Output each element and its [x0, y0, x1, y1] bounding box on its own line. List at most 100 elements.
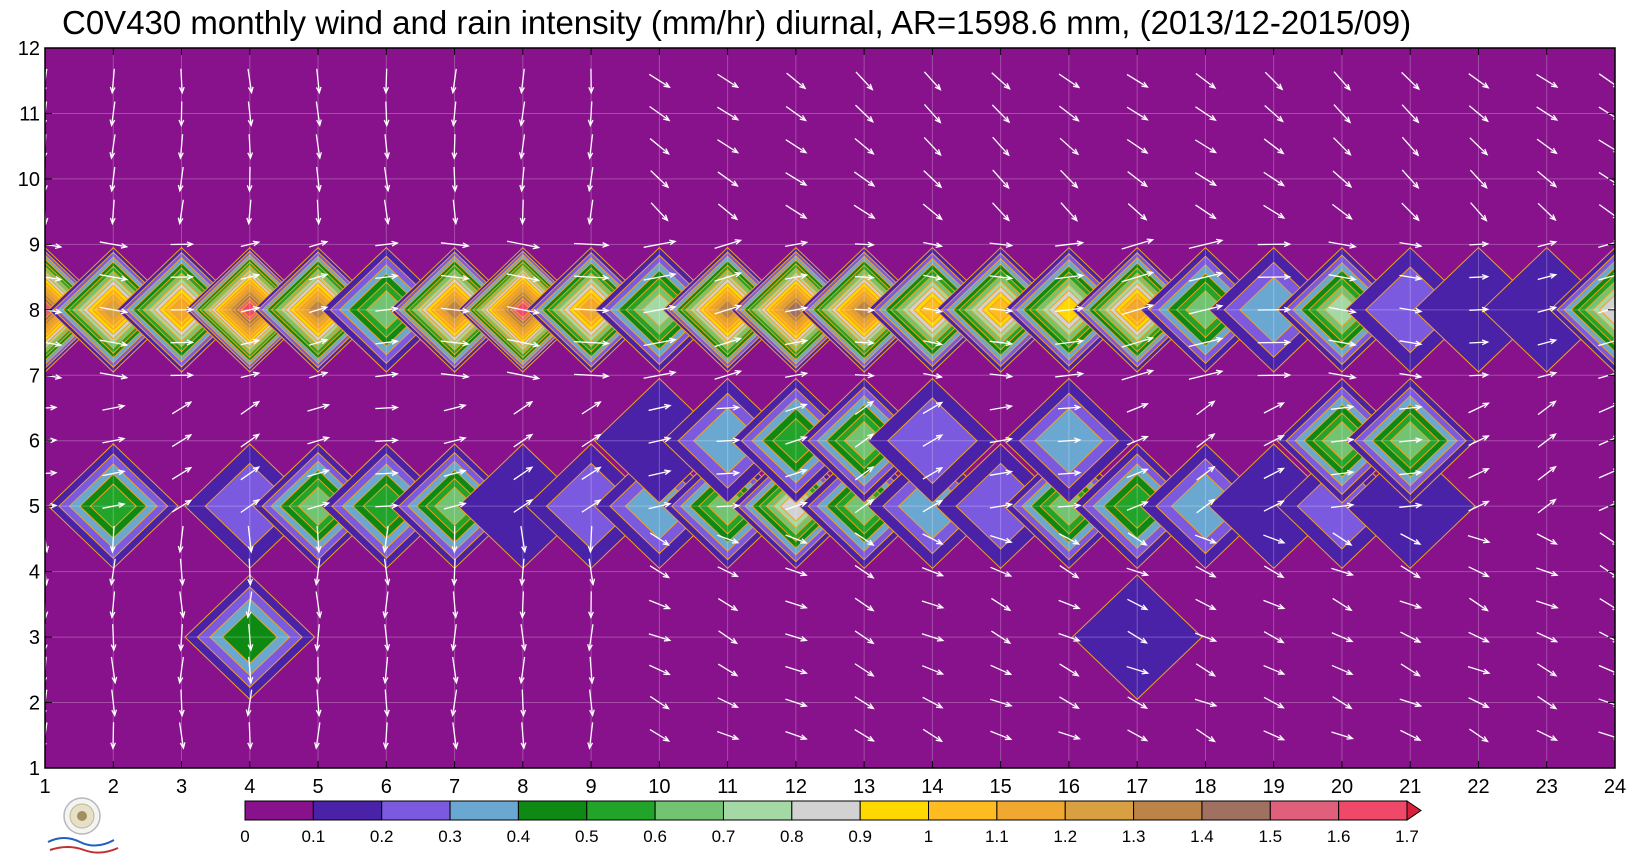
- colorbar-swatch: [381, 800, 451, 821]
- wind-arrow-head: [462, 373, 470, 380]
- wind-arrow-head: [54, 308, 63, 315]
- wind-arrow: [248, 722, 251, 749]
- wind-arrow-head: [1412, 149, 1420, 157]
- colorbar-swatch: [517, 800, 588, 821]
- wind-arrow-head: [669, 337, 677, 344]
- wind-arrow-head: [800, 468, 808, 475]
- wind-arrow: [785, 105, 807, 121]
- wind-arrow-head: [246, 185, 253, 193]
- wind-arrow: [588, 558, 594, 585]
- wind-arrow-head: [247, 152, 254, 160]
- colorbar-tick-label: 0: [240, 827, 249, 846]
- wind-arrow: [1468, 468, 1489, 479]
- wind-arrow: [1194, 172, 1216, 186]
- wind-arrow: [513, 466, 533, 481]
- wind-arrow-head: [936, 669, 945, 675]
- wind-arrow-head: [177, 184, 184, 193]
- wind-arrow: [110, 101, 116, 126]
- wind-arrow-head: [1073, 636, 1081, 642]
- wind-arrow: [315, 722, 321, 749]
- wind-arrow-head: [315, 677, 322, 685]
- wind-arrow: [521, 722, 525, 749]
- wind-arrow: [102, 470, 125, 477]
- wind-arrow: [45, 504, 57, 507]
- wind-arrow: [989, 340, 1012, 345]
- wind-arrow-head: [1072, 82, 1081, 89]
- colorbar-swatch: [1133, 800, 1203, 821]
- wind-arrow: [854, 729, 874, 742]
- wind-arrow-head: [532, 243, 541, 250]
- y-tick-label: 7: [29, 365, 40, 387]
- wind-arrow: [375, 406, 398, 410]
- x-tick-label: 4: [244, 776, 255, 798]
- wind-arrow: [1399, 600, 1421, 609]
- wind-arrow-head: [532, 276, 541, 283]
- wind-arrow: [643, 240, 676, 248]
- wind-arrow: [989, 470, 1012, 476]
- wind-arrow: [521, 199, 524, 224]
- wind-arrow: [248, 134, 252, 159]
- x-tick-label: 5: [312, 776, 323, 798]
- wind-arrow: [1333, 71, 1351, 91]
- wind-arrow: [1469, 169, 1488, 189]
- wind-arrow: [1469, 728, 1488, 743]
- wind-arrow-head: [1414, 603, 1423, 609]
- wind-arrow-head: [315, 184, 322, 193]
- wind-arrow-head: [452, 611, 459, 619]
- wind-arrow: [989, 698, 1012, 707]
- wind-arrow-head: [246, 217, 253, 226]
- wind-arrow-head: [383, 86, 390, 95]
- wind-arrow-head: [1412, 214, 1420, 222]
- wind-arrow-head: [1002, 182, 1010, 190]
- wind-arrow: [648, 470, 671, 477]
- wind-arrow: [45, 472, 57, 475]
- wind-arrow: [581, 499, 601, 513]
- wind-arrow: [854, 696, 874, 709]
- wind-arrow-head: [1414, 242, 1423, 249]
- wind-arrow: [922, 696, 943, 709]
- wind-arrow: [1264, 105, 1284, 122]
- wind-arrow-head: [731, 81, 740, 89]
- wind-arrow-head: [1215, 304, 1224, 310]
- wind-arrow-head: [1482, 435, 1490, 441]
- wind-arrow-head: [50, 470, 58, 477]
- wind-arrow-head: [734, 370, 743, 376]
- wind-arrow-head: [1415, 469, 1423, 476]
- wind-arrow-head: [1073, 502, 1082, 509]
- wind-arrow-head: [1414, 340, 1423, 347]
- wind-arrow-head: [1346, 437, 1355, 443]
- wind-arrow-head: [252, 466, 261, 473]
- wind-arrow: [922, 434, 943, 447]
- wind-arrow-head: [935, 242, 944, 249]
- wind-arrow: [110, 656, 116, 683]
- wind-arrow-head: [384, 184, 391, 193]
- wind-arrow: [717, 597, 738, 611]
- wind-arrow: [1121, 271, 1153, 283]
- wind-arrow: [992, 169, 1010, 189]
- wind-arrow: [922, 401, 943, 415]
- wind-arrow: [1537, 466, 1556, 481]
- wind-arrow: [1399, 406, 1422, 410]
- wind-arrow-head: [935, 181, 943, 189]
- wind-arrow: [248, 624, 252, 651]
- wind-arrow: [1537, 339, 1556, 346]
- wind-arrow: [45, 276, 61, 281]
- wind-arrow-head: [110, 742, 117, 750]
- wind-arrow: [375, 242, 398, 247]
- wind-arrow-head: [1277, 637, 1285, 644]
- wind-arrow-head: [669, 304, 677, 311]
- wind-arrow: [589, 134, 594, 159]
- wind-arrow: [1126, 665, 1148, 674]
- wind-arrow: [1263, 500, 1284, 512]
- wind-arrow: [991, 597, 1011, 611]
- wind-arrow: [1263, 467, 1284, 480]
- wind-arrow-head: [1141, 468, 1149, 475]
- wind-arrow-head: [1073, 470, 1082, 476]
- wind-arrow-head: [800, 436, 808, 442]
- lab-logo: [47, 797, 119, 854]
- wind-arrow: [717, 534, 739, 544]
- x-tick-label: 20: [1331, 776, 1353, 798]
- wind-arrow-head: [459, 403, 467, 410]
- wind-arrow: [315, 558, 321, 585]
- wind-arrow-head: [664, 403, 672, 410]
